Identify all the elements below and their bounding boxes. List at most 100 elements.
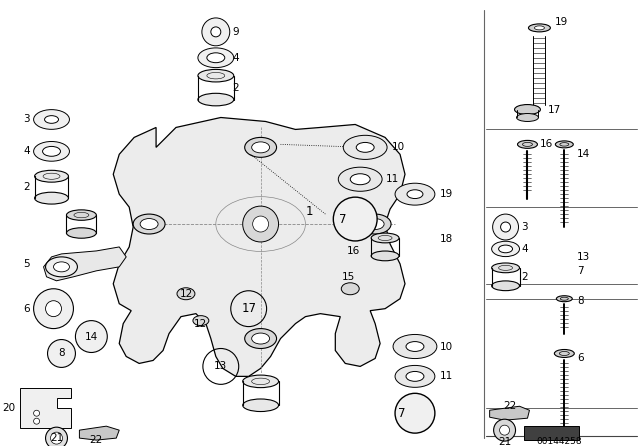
Ellipse shape: [492, 281, 520, 291]
Ellipse shape: [406, 371, 424, 381]
Text: 4: 4: [522, 244, 528, 254]
Ellipse shape: [343, 135, 387, 159]
Text: 7: 7: [398, 407, 406, 420]
Ellipse shape: [140, 219, 158, 229]
Text: 19: 19: [440, 189, 453, 199]
Text: 16: 16: [540, 139, 553, 149]
Text: 7: 7: [339, 212, 346, 225]
Ellipse shape: [198, 48, 234, 68]
Ellipse shape: [407, 190, 423, 198]
Ellipse shape: [366, 219, 384, 229]
Circle shape: [34, 410, 40, 416]
Bar: [525, 426, 579, 440]
Ellipse shape: [35, 192, 68, 204]
Circle shape: [395, 393, 435, 433]
Ellipse shape: [35, 170, 68, 182]
Circle shape: [500, 222, 511, 232]
Ellipse shape: [177, 288, 195, 300]
Ellipse shape: [67, 210, 97, 220]
Circle shape: [34, 289, 74, 328]
Polygon shape: [79, 426, 119, 440]
Text: 19: 19: [554, 17, 568, 27]
Text: 4: 4: [233, 53, 239, 63]
Text: 2: 2: [233, 82, 239, 93]
Ellipse shape: [45, 116, 58, 123]
Text: 6: 6: [577, 353, 584, 363]
Text: 17: 17: [547, 104, 561, 115]
Text: 5: 5: [23, 259, 29, 269]
Text: 13: 13: [214, 362, 227, 371]
Ellipse shape: [43, 146, 61, 156]
Polygon shape: [113, 117, 405, 376]
Text: 8: 8: [577, 296, 584, 306]
Ellipse shape: [341, 283, 359, 295]
Circle shape: [211, 27, 221, 37]
Ellipse shape: [406, 341, 424, 351]
Ellipse shape: [34, 110, 70, 129]
Text: 4: 4: [23, 146, 29, 156]
Circle shape: [493, 214, 518, 240]
Text: 22: 22: [503, 401, 516, 411]
Ellipse shape: [515, 104, 540, 115]
Circle shape: [500, 425, 509, 435]
Ellipse shape: [252, 333, 269, 344]
Ellipse shape: [243, 375, 278, 388]
Ellipse shape: [133, 214, 165, 234]
Text: 3: 3: [23, 115, 29, 125]
Polygon shape: [20, 388, 72, 428]
Ellipse shape: [252, 142, 269, 153]
Text: 10: 10: [392, 142, 405, 152]
Text: 2: 2: [522, 272, 528, 282]
Text: 6: 6: [23, 304, 29, 314]
Circle shape: [243, 206, 278, 242]
Circle shape: [333, 197, 377, 241]
Text: 12: 12: [179, 289, 193, 299]
Ellipse shape: [350, 174, 370, 185]
Ellipse shape: [356, 142, 374, 152]
Ellipse shape: [243, 399, 278, 412]
Text: 15: 15: [342, 272, 356, 282]
Ellipse shape: [395, 366, 435, 388]
Circle shape: [45, 427, 67, 448]
Ellipse shape: [492, 241, 520, 257]
Circle shape: [45, 301, 61, 317]
Text: 7: 7: [577, 266, 584, 276]
Ellipse shape: [554, 349, 574, 358]
Ellipse shape: [54, 262, 70, 272]
Text: 18: 18: [440, 234, 453, 244]
Circle shape: [51, 432, 63, 444]
Ellipse shape: [193, 316, 209, 326]
Ellipse shape: [492, 263, 520, 273]
Text: 3: 3: [522, 222, 528, 232]
Ellipse shape: [395, 183, 435, 205]
Ellipse shape: [34, 142, 70, 161]
Circle shape: [76, 321, 108, 353]
Ellipse shape: [393, 335, 437, 358]
Ellipse shape: [556, 141, 573, 148]
Circle shape: [202, 18, 230, 46]
Ellipse shape: [359, 214, 391, 234]
Circle shape: [253, 216, 269, 232]
Text: 14: 14: [577, 149, 591, 159]
Text: 21: 21: [50, 433, 63, 443]
Text: 00144258: 00144258: [536, 437, 582, 446]
Ellipse shape: [67, 228, 97, 238]
Circle shape: [47, 340, 76, 367]
Text: 8: 8: [58, 349, 65, 358]
Text: 13: 13: [577, 252, 591, 262]
Text: 21: 21: [498, 437, 511, 447]
Text: 17: 17: [241, 302, 256, 315]
Text: 14: 14: [84, 332, 98, 341]
Text: 10: 10: [440, 341, 453, 352]
Ellipse shape: [244, 328, 276, 349]
Ellipse shape: [244, 138, 276, 157]
Ellipse shape: [198, 93, 234, 106]
Ellipse shape: [499, 245, 513, 253]
Circle shape: [34, 418, 40, 424]
Ellipse shape: [516, 113, 538, 121]
Ellipse shape: [45, 257, 77, 277]
Ellipse shape: [534, 26, 545, 30]
Circle shape: [493, 419, 516, 441]
Text: 20: 20: [3, 403, 16, 413]
Ellipse shape: [339, 167, 382, 191]
